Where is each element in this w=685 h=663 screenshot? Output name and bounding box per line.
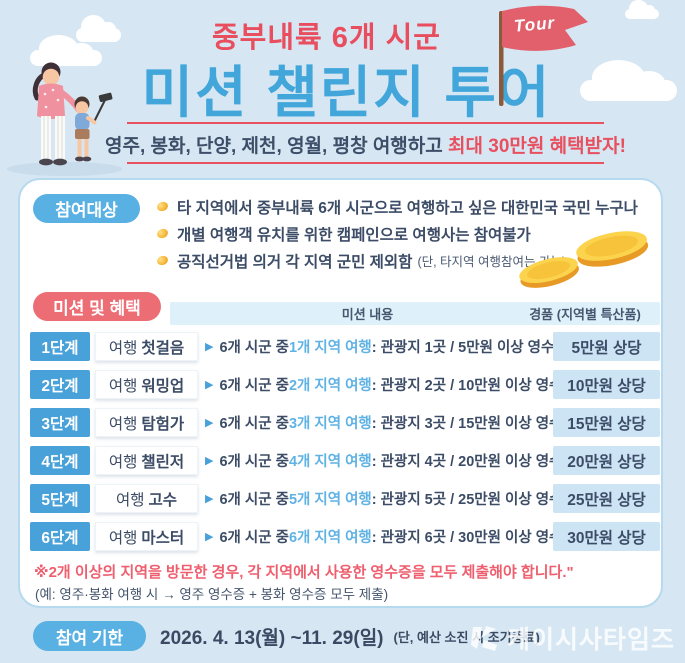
coins-icon [519, 231, 649, 288]
table-row: 1단계 여행 첫걸음 ▶ 6개 시군 중 1개 지역 여행 : 관광지 1곳 / … [30, 332, 660, 361]
arrow-right-icon: ▶ [205, 455, 214, 467]
participation-text: 공직선거법 의거 각 지역 군민 제외함 [177, 253, 413, 271]
arrow-right-icon: ▶ [205, 493, 214, 505]
step-badge: 2단계 [30, 370, 90, 399]
table-row: 6단계 여행 마스터 ▶ 6개 시군 중 6개 지역 여행 : 관광지 6곳 / … [30, 522, 660, 551]
publisher-logo-icon [470, 626, 497, 651]
step-badge: 4단계 [30, 446, 90, 475]
prize-value: 30만원 상당 [553, 522, 660, 551]
table-header: 미션 내용 경품 (지역별 특산품) [170, 302, 660, 325]
participation-text: 개별 여행객 유치를 위한 캠페인으로 여행사는 참여불가 [177, 226, 531, 244]
step-badge: 3단계 [30, 408, 90, 437]
stage-name: 여행 첫걸음 [95, 332, 198, 361]
stage-name: 여행 챌린저 [95, 446, 198, 475]
prize-value: 15만원 상당 [553, 408, 660, 437]
list-item: 타 지역에서 중부내륙 6개 시군으로 여행하고 싶은 대한민국 국민 누구나 [155, 193, 643, 220]
coin-bullet-icon [155, 227, 170, 240]
mission-text: 6개 시군 중 3개 지역 여행 : 관광지 3곳 / 15만원 이상 영수증 … [219, 416, 553, 432]
participation-text: 타 지역에서 중부내륙 6개 시군으로 여행하고 싶은 대한민국 국민 누구나 [177, 199, 638, 217]
participation-badge: 참여대상 [33, 194, 140, 223]
prize-value: 5만원 상당 [553, 332, 660, 361]
flag-label: Tour [513, 13, 556, 36]
travelers-illustration [7, 62, 122, 176]
prize-value: 25만원 상당 [553, 484, 660, 513]
missions-badge: 미션 및 혜택 [33, 292, 161, 321]
list-item: 공직선거법 의거 각 지역 군민 제외함 (단, 타지역 여행참여는 가능) [155, 247, 643, 274]
column-header-mission: 미션 내용 [341, 307, 394, 322]
table-row: 3단계 여행 탐험가 ▶ 6개 시군 중 3개 지역 여행 : 관광지 3곳 / … [30, 408, 660, 437]
prize-value: 20만원 상당 [553, 446, 660, 475]
stage-name: 여행 탐험가 [95, 408, 198, 437]
mission-table: 1단계 여행 첫걸음 ▶ 6개 시군 중 1개 지역 여행 : 관광지 1곳 / … [30, 332, 660, 560]
period-caveat: (단, 예산 소진 시 조기종료) [393, 629, 540, 645]
step-badge: 5단계 [30, 484, 90, 513]
kicker: 중부내륙 6개 시군 [211, 22, 441, 54]
stage-name: 여행 고수 [95, 484, 198, 513]
step-badge: 6단계 [30, 522, 90, 551]
list-item: 개별 여행객 유치를 위한 캠페인으로 여행사는 참여불가 [155, 220, 643, 247]
divider [127, 122, 604, 124]
stage-name: 여행 마스터 [95, 522, 198, 551]
tour-flag-icon: Tour [492, 3, 596, 111]
cloud-icon [30, 34, 102, 66]
coin-bullet-icon [155, 254, 170, 267]
table-row: 2단계 여행 워밍업 ▶ 6개 시군 중 2개 지역 여행 : 관광지 2곳 / … [30, 370, 660, 399]
column-header-prize: 경품 (지역별 특산품) [529, 307, 641, 322]
cloud-icon [625, 0, 659, 19]
coin-bullet-icon [155, 200, 170, 213]
step-badge: 1단계 [30, 332, 90, 361]
participation-suffix: (단, 타지역 여행참여는 가능) [417, 255, 567, 269]
mission-text: 6개 시군 중 1개 지역 여행 : 관광지 1곳 / 5만원 이상 영수증 /… [219, 340, 553, 356]
cloud-icon [580, 60, 677, 101]
participation-list: 타 지역에서 중부내륙 6개 시군으로 여행하고 싶은 대한민국 국민 누구나 … [155, 193, 643, 274]
subtitle-prefix: 영주, 봉화, 단양, 제천, 영월, 평창 여행하고 [105, 136, 449, 157]
mission-text: 6개 시군 중 6개 지역 여행 : 관광지 6곳 / 30만원 이상 영수증 … [219, 530, 553, 546]
example-note: (예: 영주·봉화 여행 시 → 영주 영수증 + 봉화 영수증 모두 제출) [35, 587, 389, 602]
arrow-right-icon: ▶ [205, 531, 214, 543]
cloud-icon [76, 14, 121, 42]
watermark: 케이시사타임즈 [470, 620, 675, 656]
arrow-right-icon: ▶ [205, 341, 214, 353]
page-title: 미션 챌린지 투어 [141, 61, 552, 124]
table-row: 5단계 여행 고수 ▶ 6개 시군 중 5개 지역 여행 : 관광지 5곳 / 2… [30, 484, 660, 513]
main-card: 참여대상 타 지역에서 중부내륙 6개 시군으로 여행하고 싶은 대한민국 국민… [18, 178, 663, 608]
period-date: 2026. 4. 13(월) ~11. 29(일) [160, 627, 384, 649]
period-badge: 참여 기한 [33, 621, 146, 651]
table-row: 4단계 여행 챌린저 ▶ 6개 시군 중 4개 지역 여행 : 관광지 4곳 / … [30, 446, 660, 475]
arrow-right-icon: ▶ [205, 417, 214, 429]
stage-name: 여행 워밍업 [95, 370, 198, 399]
divider [127, 162, 604, 164]
prize-value: 10만원 상당 [553, 370, 660, 399]
mission-text: 6개 시군 중 4개 지역 여행 : 관광지 4곳 / 20만원 이상 영수증 … [219, 454, 553, 470]
participation-period: 참여 기한 2026. 4. 13(월) ~11. 29(일) (단, 예산 소… [33, 621, 540, 651]
warning-note: ※2개 이상의 지역을 방문한 경우, 각 지역에서 사용한 영수증을 모두 제… [34, 564, 574, 581]
subtitle-highlight: 최대 30만원 혜택받자! [448, 136, 626, 157]
mission-text: 6개 시군 중 5개 지역 여행 : 관광지 5곳 / 25만원 이상 영수증 … [219, 492, 553, 508]
subtitle: 영주, 봉화, 단양, 제천, 영월, 평창 여행하고 최대 30만원 혜택받자… [105, 131, 626, 158]
watermark-label: 케이시사타임즈 [506, 626, 675, 654]
arrow-right-icon: ▶ [205, 379, 214, 391]
mission-text: 6개 시군 중 2개 지역 여행 : 관광지 2곳 / 10만원 이상 영수증 … [219, 378, 553, 394]
